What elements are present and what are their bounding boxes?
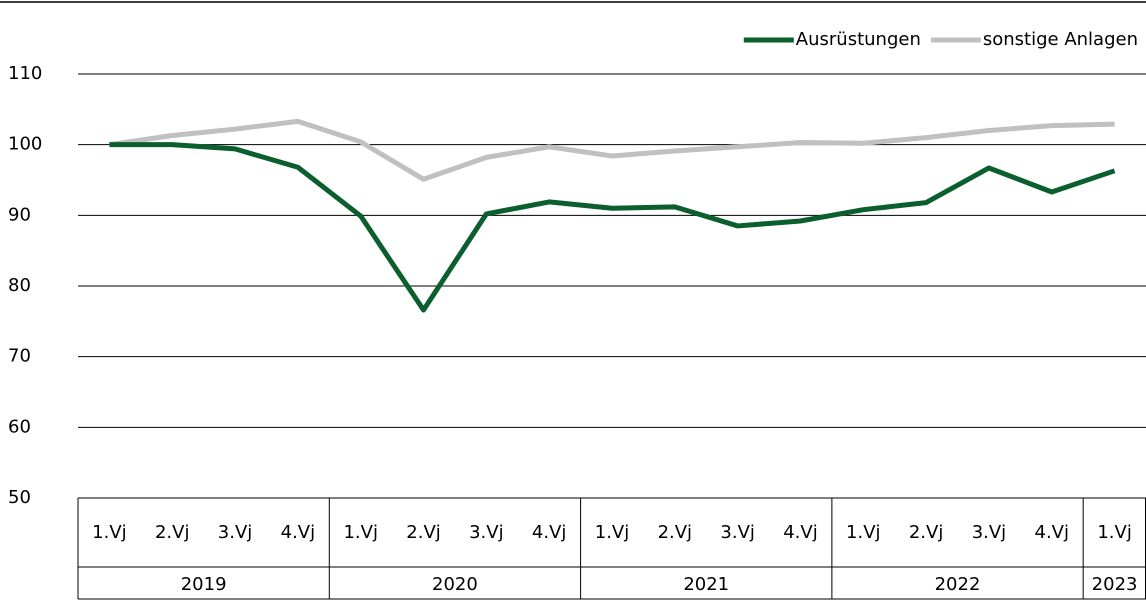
series-line xyxy=(109,118,1115,182)
x-tick-label: 3.Vj xyxy=(218,522,253,543)
x-tick-label: 3.Vj xyxy=(720,522,755,543)
x-tick-label: 1.Vj xyxy=(343,522,378,543)
x-tick-label: 2.Vj xyxy=(658,522,693,543)
y-tick-label: 90 xyxy=(8,204,31,225)
x-group-label: 2023 xyxy=(1092,574,1138,595)
x-tick-label: 1.Vj xyxy=(846,522,881,543)
x-tick-label: 2.Vj xyxy=(406,522,441,543)
y-tick-label: 60 xyxy=(8,416,31,437)
x-tick-label: 4.Vj xyxy=(532,522,567,543)
y-tick-label: 100 xyxy=(8,134,42,155)
series-line xyxy=(109,142,1116,313)
x-tick-label: 4.Vj xyxy=(1035,522,1070,543)
x-tick-label: 4.Vj xyxy=(281,522,316,543)
x-group-label: 2022 xyxy=(935,574,981,595)
x-tick-label: 2.Vj xyxy=(909,522,944,543)
y-tick-label: 80 xyxy=(8,275,31,296)
x-tick-label: 1.Vj xyxy=(1097,522,1132,543)
y-tick-label: 70 xyxy=(8,346,31,367)
legend-label: sonstige Anlagen xyxy=(983,29,1138,50)
x-group-label: 2020 xyxy=(432,574,478,595)
x-tick-label: 3.Vj xyxy=(469,522,504,543)
x-tick-label: 1.Vj xyxy=(595,522,630,543)
x-group-label: 2021 xyxy=(683,574,729,595)
legend-label: Ausrüstungen xyxy=(796,29,921,50)
y-tick-label: 110 xyxy=(8,63,42,84)
x-tick-label: 2.Vj xyxy=(155,522,190,543)
x-group-label: 2019 xyxy=(181,574,227,595)
x-tick-label: 1.Vj xyxy=(92,522,127,543)
y-tick-label: 50 xyxy=(8,487,31,508)
x-tick-label: 4.Vj xyxy=(783,522,818,543)
x-tick-label: 3.Vj xyxy=(972,522,1007,543)
